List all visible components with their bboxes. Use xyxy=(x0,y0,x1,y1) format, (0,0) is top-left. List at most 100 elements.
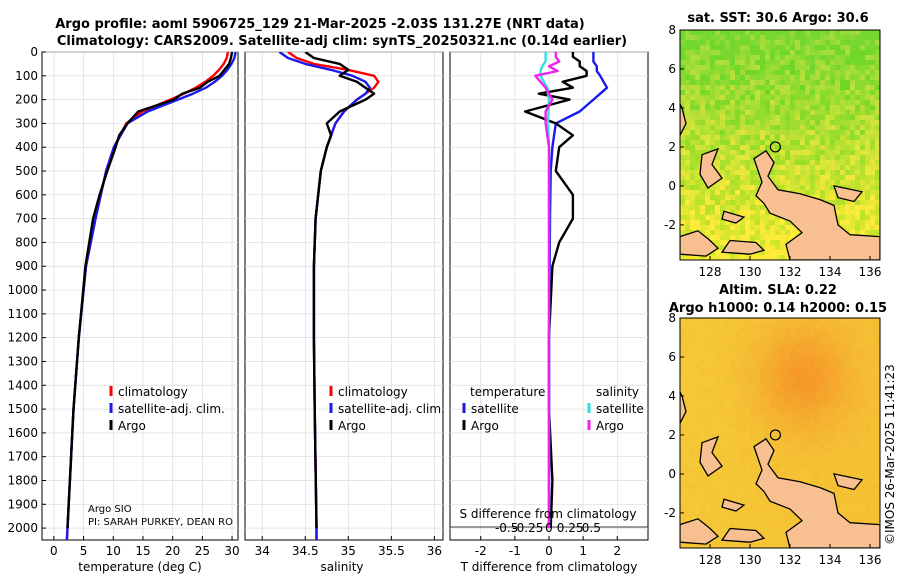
heatmap-cell xyxy=(750,115,756,121)
heatmap-cell xyxy=(690,328,696,334)
heatmap-cell xyxy=(700,493,706,499)
heatmap-cell xyxy=(720,130,726,136)
heatmap-cell xyxy=(815,155,821,161)
heatmap-cell xyxy=(840,418,846,424)
heatmap-cell xyxy=(695,120,701,126)
heatmap-cell xyxy=(760,70,766,76)
heatmap-cell xyxy=(775,523,781,529)
heatmap-cell xyxy=(770,503,776,509)
heatmap-cell xyxy=(735,453,741,459)
heatmap-cell xyxy=(865,488,871,494)
heatmap-cell xyxy=(685,488,691,494)
heatmap-cell xyxy=(735,393,741,399)
heatmap-cell xyxy=(685,388,691,394)
heatmap-cell xyxy=(745,493,751,499)
heatmap-cell xyxy=(720,85,726,91)
heatmap-cell xyxy=(805,448,811,454)
heatmap-cell xyxy=(730,165,736,171)
heatmap-cell xyxy=(690,333,696,339)
heatmap-cell xyxy=(820,428,826,434)
heatmap-cell xyxy=(815,135,821,141)
heatmap-cell xyxy=(775,528,781,534)
heatmap-cell xyxy=(735,423,741,429)
heatmap-cell xyxy=(840,165,846,171)
heatmap-cell xyxy=(830,180,836,186)
y-tick-label: 1200 xyxy=(7,331,38,345)
heatmap-cell xyxy=(765,80,771,86)
y-tick-label: 1800 xyxy=(7,473,38,487)
heatmap-cell xyxy=(715,428,721,434)
heatmap-cell xyxy=(720,408,726,414)
heatmap-cell xyxy=(775,160,781,166)
heatmap-cell xyxy=(825,348,831,354)
heatmap-cell xyxy=(700,338,706,344)
heatmap-cell xyxy=(805,458,811,464)
heatmap-cell xyxy=(765,393,771,399)
heatmap-cell xyxy=(725,393,731,399)
heatmap-cell xyxy=(835,125,841,131)
heatmap-cell xyxy=(870,220,876,226)
heatmap-cell xyxy=(695,358,701,364)
heatmap-cell xyxy=(835,443,841,449)
heatmap-cell xyxy=(740,513,746,519)
heatmap-cell xyxy=(775,70,781,76)
heatmap-cell xyxy=(770,80,776,86)
heatmap-cell xyxy=(875,353,880,359)
heatmap-cell xyxy=(870,393,876,399)
heatmap-cell xyxy=(785,165,791,171)
heatmap-cell xyxy=(815,463,821,469)
heatmap-cell xyxy=(870,518,876,524)
heatmap-cell xyxy=(830,448,836,454)
heatmap-cell xyxy=(720,513,726,519)
heatmap-cell xyxy=(730,358,736,364)
heatmap-cell xyxy=(860,513,866,519)
heatmap-cell xyxy=(725,255,731,260)
heatmap-cell xyxy=(850,408,856,414)
heatmap-cell xyxy=(685,458,691,464)
heatmap-cell xyxy=(705,353,711,359)
heatmap-cell xyxy=(820,50,826,56)
heatmap-cell xyxy=(730,105,736,111)
heatmap-cell xyxy=(735,318,741,324)
heatmap-cell xyxy=(760,85,766,91)
legend-label-climatology: climatology xyxy=(118,385,188,399)
heatmap-cell xyxy=(775,35,781,41)
heatmap-cell xyxy=(715,503,721,509)
heatmap-cell xyxy=(785,418,791,424)
heatmap-cell xyxy=(765,70,771,76)
heatmap-cell xyxy=(835,170,841,176)
heatmap-cell xyxy=(815,373,821,379)
heatmap-cell xyxy=(870,448,876,454)
heatmap-cell xyxy=(800,125,806,131)
heatmap-cell xyxy=(725,343,731,349)
heatmap-cell xyxy=(710,95,716,101)
heatmap-cell xyxy=(875,180,880,186)
heatmap-cell xyxy=(770,50,776,56)
heatmap-cell xyxy=(690,155,696,161)
heatmap-cell xyxy=(870,508,876,514)
heatmap-cell xyxy=(870,413,876,419)
heatmap-cell xyxy=(830,353,836,359)
heatmap-cell xyxy=(800,105,806,111)
heatmap-cell xyxy=(690,150,696,156)
heatmap-cell xyxy=(800,398,806,404)
heatmap-cell xyxy=(735,125,741,131)
heatmap-cell xyxy=(735,488,741,494)
heatmap-cell xyxy=(690,215,696,221)
heatmap-cell xyxy=(735,333,741,339)
heatmap-cell xyxy=(860,165,866,171)
heatmap-cell xyxy=(790,130,796,136)
heatmap-cell xyxy=(855,40,861,46)
heatmap-cell xyxy=(790,468,796,474)
heatmap-cell xyxy=(735,478,741,484)
heatmap-cell xyxy=(805,353,811,359)
y-tick-label: 500 xyxy=(15,164,38,178)
heatmap-cell xyxy=(835,493,841,499)
heatmap-cell xyxy=(765,60,771,66)
heatmap-cell xyxy=(720,343,726,349)
heatmap-cell xyxy=(790,343,796,349)
heatmap-cell xyxy=(750,45,756,51)
heatmap-cell xyxy=(795,453,801,459)
heatmap-cell xyxy=(755,200,761,206)
heatmap-cell xyxy=(835,373,841,379)
